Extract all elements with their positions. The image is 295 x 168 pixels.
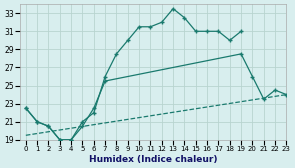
X-axis label: Humidex (Indice chaleur): Humidex (Indice chaleur) xyxy=(89,155,217,164)
